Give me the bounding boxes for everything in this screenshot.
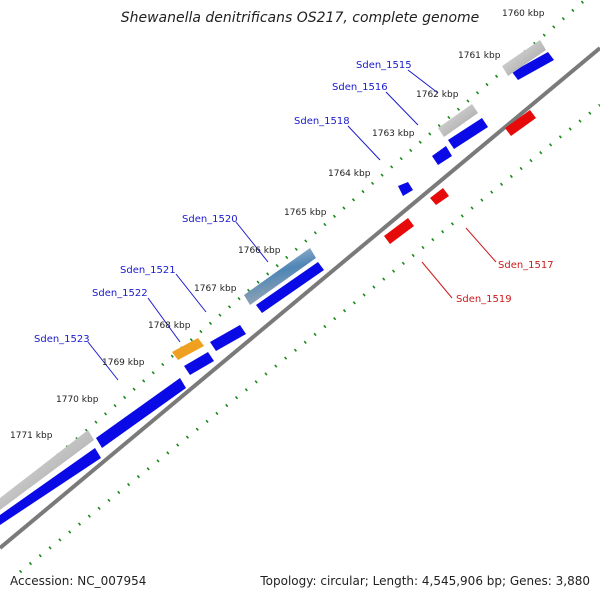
leader-1517 (465, 227, 497, 263)
minus-strand-features[interactable] (384, 110, 536, 244)
gene-block-1520 (256, 262, 324, 313)
leader-1515 (407, 69, 439, 94)
plus-label-leaders (87, 69, 439, 381)
gene-block-minus-a (505, 110, 536, 136)
gene-block-left (0, 448, 101, 525)
gene-label-sden-1520: Sden_1520 (182, 214, 238, 225)
gene-block-1516b (432, 146, 452, 165)
tick-label: 1763 kbp (372, 129, 415, 139)
gene-label-sden-1516: Sden_1516 (332, 82, 388, 93)
leader-1523 (87, 341, 119, 381)
gray-feature-bottom (0, 430, 94, 510)
genome-backbone (0, 46, 600, 550)
tick-label: 1760 kbp (502, 9, 545, 19)
map-title: Shewanella denitrificans OS217, complete… (120, 10, 480, 26)
plus-strand-features[interactable] (0, 52, 554, 525)
tick-label: 1765 kbp (284, 208, 327, 218)
genome-summary-text: Topology: circular; Length: 4,545,906 bp… (260, 574, 590, 588)
gene-block-1523 (96, 378, 186, 448)
leader-1516 (385, 91, 419, 126)
kbp-tick-labels: 1760 kbp 1761 kbp 1762 kbp 1763 kbp 1764… (10, 9, 545, 441)
gene-label-sden-1517: Sden_1517 (498, 260, 554, 271)
tick-label: 1766 kbp (238, 246, 281, 256)
backbone-line (0, 46, 600, 550)
tick-label: 1770 kbp (56, 395, 99, 405)
outer-dotted-line (0, 0, 588, 507)
accession-text: Accession: NC_007954 (10, 574, 147, 588)
leader-1518 (347, 125, 381, 161)
tick-label: 1767 kbp (194, 284, 237, 294)
other-features[interactable] (0, 40, 546, 510)
gene-label-sden-1518: Sden_1518 (294, 116, 350, 127)
leader-1519 (421, 261, 453, 299)
gene-label-sden-1515: Sden_1515 (356, 60, 412, 71)
outer-tick-track (0, 0, 588, 507)
leader-1520 (235, 221, 269, 263)
steel-feature (244, 248, 316, 305)
gene-labels-minus[interactable]: Sden_1517 Sden_1519 (456, 260, 554, 305)
tick-label: 1768 kbp (148, 321, 191, 331)
gene-label-sden-1519: Sden_1519 (456, 294, 512, 305)
gray-feature-mid (438, 104, 478, 137)
gene-label-sden-1522: Sden_1522 (92, 288, 148, 299)
orange-feature (172, 338, 204, 360)
tick-label: 1771 kbp (10, 431, 53, 441)
leader-1522 (147, 297, 181, 343)
gene-labels-plus[interactable]: Sden_1515 Sden_1516 Sden_1518 Sden_1520 … (34, 60, 412, 345)
gene-block-1518 (398, 182, 413, 196)
gene-label-sden-1521: Sden_1521 (120, 265, 176, 276)
gene-block-1516 (448, 118, 488, 149)
tick-label: 1761 kbp (458, 51, 501, 61)
inner-tick-track (19, 103, 600, 574)
gene-block-1519 (384, 218, 414, 244)
gray-feature-top (502, 40, 546, 76)
tick-label: 1762 kbp (416, 90, 459, 100)
inner-dotted-line (19, 103, 600, 574)
gene-block-1517 (430, 188, 449, 205)
leader-1521 (175, 273, 207, 313)
minus-label-leaders (421, 227, 497, 299)
tick-label: 1769 kbp (102, 358, 145, 368)
gene-block-1521 (210, 325, 246, 351)
tick-label: 1764 kbp (328, 169, 371, 179)
gene-block-1515 (512, 52, 554, 80)
gene-block-1522 (184, 352, 214, 375)
gene-label-sden-1523: Sden_1523 (34, 334, 90, 345)
